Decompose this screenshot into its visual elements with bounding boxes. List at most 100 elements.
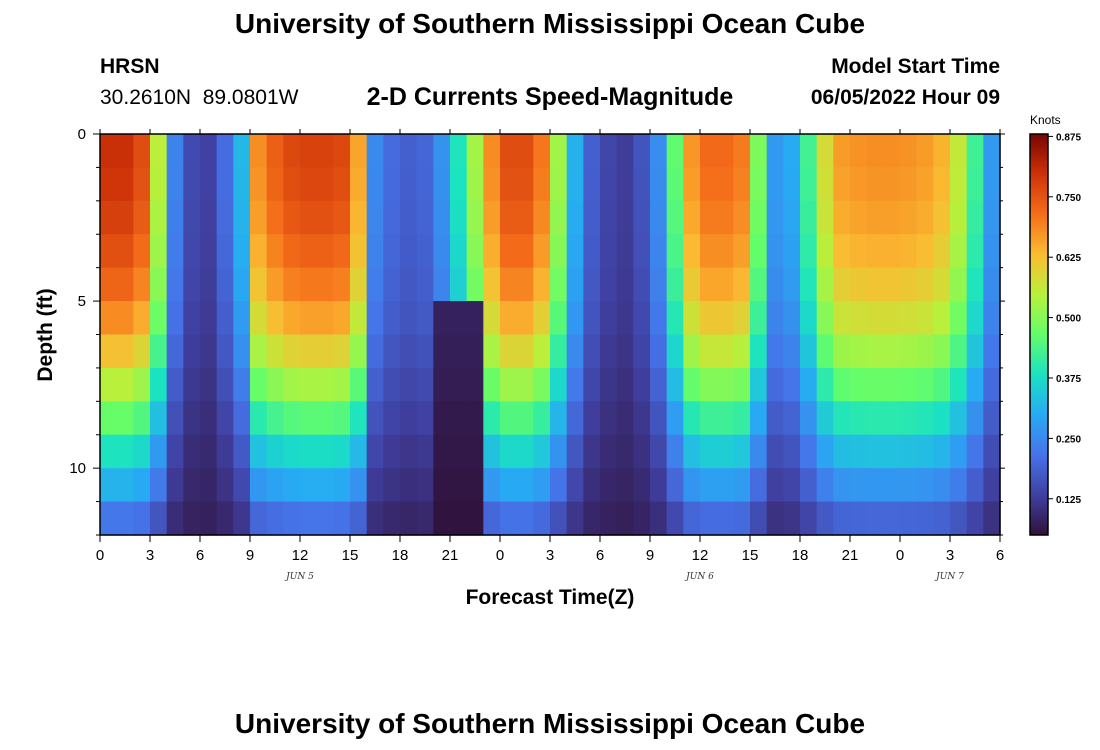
heatmap-cell [483,501,501,536]
heatmap-cell [216,367,234,402]
heatmap-cell [916,401,934,436]
heatmap-cell [466,234,484,269]
heatmap-cell [833,401,851,436]
heatmap-cell [900,468,918,503]
heatmap-cell [450,468,468,503]
heatmap-cell [650,134,668,169]
heatmap-cell [133,434,151,469]
colorbar-tick-label: 0.375 [1056,374,1081,385]
heatmap-cell [633,167,651,202]
heatmap-cell [716,167,734,202]
heatmap-cells [100,134,1001,536]
y-tick-label: 0 [78,126,86,143]
heatmap-cell [300,501,318,536]
heatmap-cell [666,267,684,302]
heatmap-cell [650,234,668,269]
heatmap-cell [633,401,651,436]
heatmap-cell [466,501,484,536]
heatmap-cell [500,234,518,269]
heatmap-cell [100,267,118,302]
heatmap-cell [666,301,684,336]
heatmap-cell [416,167,434,202]
heatmap-cell [366,334,384,369]
heatmap-cell [916,434,934,469]
heatmap-cell [200,434,218,469]
y-tick-label: 10 [69,460,86,477]
x-tick-label: 0 [496,547,504,564]
heatmap-cell [666,234,684,269]
heatmap-cell [550,134,568,169]
heatmap-cell [216,234,234,269]
heatmap-cell [516,401,534,436]
heatmap-cell [633,267,651,302]
heatmap-cell [366,468,384,503]
heatmap-cell [933,167,951,202]
heatmap-cell [416,434,434,469]
heatmap-cell [866,167,884,202]
heatmap-cell [716,200,734,235]
heatmap-cell [916,501,934,536]
heatmap-cell [583,267,601,302]
heatmap-cell [550,234,568,269]
heatmap-cell [900,267,918,302]
heatmap-cell [266,367,284,402]
heatmap-cell [783,434,801,469]
heatmap-cell [533,267,551,302]
heatmap-cell [233,334,251,369]
heatmap-cell [316,367,334,402]
heatmap-cell [583,334,601,369]
heatmap-cell [733,367,751,402]
heatmap-cell [716,434,734,469]
heatmap-cell [733,334,751,369]
heatmap-cell [950,367,968,402]
heatmap-cell [366,501,384,536]
heatmap-cell [816,367,834,402]
heatmap-cell [866,367,884,402]
x-tick-label: 21 [442,547,459,564]
heatmap-cell [350,367,368,402]
heatmap-cell [516,334,534,369]
heatmap-cell [416,301,434,336]
heatmap-cell [550,401,568,436]
heatmap-cell [750,200,768,235]
heatmap-cell [366,167,384,202]
heatmap-cell [216,434,234,469]
heatmap-cell [550,434,568,469]
heatmap-cell [250,468,268,503]
heatmap-cell [400,468,418,503]
heatmap-cell [650,434,668,469]
heatmap-cell [533,468,551,503]
heatmap-cell [933,468,951,503]
heatmap-cell [633,134,651,169]
heatmap-cell [816,401,834,436]
heatmap-cell [583,301,601,336]
heatmap-cell [250,367,268,402]
heatmap-cell [600,200,618,235]
heatmap-cell [733,468,751,503]
heatmap-cell [750,334,768,369]
colorbar-tick-label: 0.750 [1056,193,1081,204]
station-coordinates: 30.2610N 89.0801W [100,86,299,109]
heatmap-cell [233,301,251,336]
heatmap-cell [533,134,551,169]
heatmap-cell [316,434,334,469]
heatmap-cell [100,434,118,469]
heatmap-cell [550,334,568,369]
heatmap-cell [766,334,784,369]
heatmap-cell [416,267,434,302]
heatmap-cell [316,167,334,202]
heatmap-cell [683,367,701,402]
heatmap-cell [833,434,851,469]
heatmap-cell [983,334,1001,369]
heatmap-cell [216,334,234,369]
x-tick-label: 3 [146,547,154,564]
heatmap-cell [616,501,634,536]
heatmap-cell [250,334,268,369]
heatmap-cell [166,401,184,436]
heatmap-cell [116,334,134,369]
colorbar-tick-label: 0.500 [1056,314,1081,325]
heatmap-cell [116,468,134,503]
heatmap-cell [516,200,534,235]
heatmap-cell [133,200,151,235]
x-tick-label: 6 [996,547,1004,564]
